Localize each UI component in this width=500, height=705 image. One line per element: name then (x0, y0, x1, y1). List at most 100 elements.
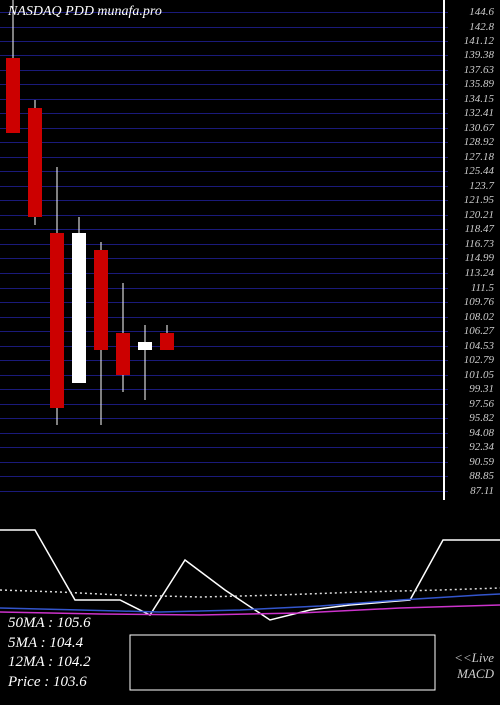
gridline (0, 27, 448, 28)
gridline (0, 84, 448, 85)
ma50-label: 50MA : (8, 615, 53, 631)
gridline (0, 273, 448, 274)
y-axis-label: 113.24 (465, 267, 494, 279)
candlestick (72, 0, 86, 500)
candle-body (28, 108, 42, 216)
gridline (0, 215, 448, 216)
ma12-label: 12MA : (8, 654, 53, 670)
y-axis-label: 125.44 (464, 165, 494, 177)
y-axis-label: 90.59 (469, 456, 494, 468)
macd-annotation: MACD (457, 666, 494, 682)
y-axis-label: 127.18 (464, 151, 494, 163)
gridline (0, 113, 448, 114)
gridline (0, 346, 448, 347)
gridline (0, 491, 448, 492)
y-axis-label: 116.73 (465, 238, 494, 250)
y-axis-label: 137.63 (464, 64, 494, 76)
price-row: Price : 103.6 (8, 673, 91, 693)
y-axis-label: 144.6 (469, 6, 494, 18)
gridline (0, 244, 448, 245)
gridline (0, 360, 448, 361)
indicator-box (130, 635, 435, 690)
gridline (0, 375, 448, 376)
gridline (0, 200, 448, 201)
gridline (0, 447, 448, 448)
candle-body (50, 233, 64, 408)
y-axis-label: 109.76 (464, 296, 494, 308)
candlestick (160, 0, 174, 500)
y-axis-label: 120.21 (464, 209, 494, 221)
ma5-row: 5MA : 104.4 (8, 634, 91, 654)
gridline (0, 229, 448, 230)
gridline (0, 99, 448, 100)
candlestick (138, 0, 152, 500)
price-label: Price : (8, 674, 49, 690)
ma12-row: 12MA : 104.2 (8, 653, 91, 673)
y-axis-label: 104.53 (464, 340, 494, 352)
gridline (0, 462, 448, 463)
y-axis-label: 106.27 (464, 325, 494, 337)
y-axis-label: 111.5 (471, 282, 494, 294)
cursor-line (443, 0, 445, 500)
stats-block: 50MA : 105.6 5MA : 104.4 12MA : 104.2 Pr… (8, 614, 91, 692)
indicator-line-dotted (0, 588, 500, 597)
price-value: 103.6 (53, 674, 87, 690)
y-axis-label: 114.99 (465, 252, 494, 264)
y-axis-label: 88.85 (469, 470, 494, 482)
y-axis-label: 121.95 (464, 194, 494, 206)
ma5-value: 104.4 (49, 635, 83, 651)
y-axis-label: 128.92 (464, 136, 494, 148)
y-axis-label: 123.7 (469, 180, 494, 192)
y-axis-label: 102.79 (464, 354, 494, 366)
gridline (0, 171, 448, 172)
ma12-value: 104.2 (57, 654, 91, 670)
live-annotation: <<Live (454, 650, 494, 666)
chart-title: NASDAQ PDD munafa.pro (8, 4, 162, 20)
candle-body (72, 233, 86, 383)
stock-chart: NASDAQ PDD munafa.pro 144.6 142.8 141.12 13… (0, 0, 500, 700)
gridline (0, 389, 448, 390)
y-axis-label: 95.82 (469, 412, 494, 424)
gridline (0, 128, 448, 129)
gridline (0, 418, 448, 419)
y-axis-label: 135.89 (464, 78, 494, 90)
candle-body (94, 250, 108, 350)
y-axis-label: 101.05 (464, 369, 494, 381)
gridline (0, 157, 448, 158)
gridline (0, 433, 448, 434)
candlestick (50, 0, 64, 500)
y-axis-label: 134.15 (464, 93, 494, 105)
y-axis-label: 92.34 (469, 441, 494, 453)
gridline (0, 41, 448, 42)
candle-body (116, 333, 130, 375)
candlestick (28, 0, 42, 500)
ma5-label: 5MA : (8, 635, 46, 651)
candlestick (6, 0, 20, 500)
candlestick (94, 0, 108, 500)
y-axis-label: 141.12 (464, 35, 494, 47)
y-axis-label: 87.11 (470, 485, 494, 497)
y-axis-label: 142.8 (469, 21, 494, 33)
ma50-row: 50MA : 105.6 (8, 614, 91, 634)
y-axis-label: 139.38 (464, 49, 494, 61)
indicator-line-blue (0, 594, 500, 612)
gridline (0, 70, 448, 71)
y-axis-label: 108.02 (464, 311, 494, 323)
gridline (0, 317, 448, 318)
gridline (0, 142, 448, 143)
gridline (0, 258, 448, 259)
candle-body (6, 58, 20, 133)
y-axis-label: 99.31 (469, 383, 494, 395)
y-axis-label: 97.56 (469, 398, 494, 410)
y-axis-label: 132.41 (464, 107, 494, 119)
y-axis-label: 94.08 (469, 427, 494, 439)
gridline (0, 476, 448, 477)
gridline (0, 404, 448, 405)
candle-body (138, 342, 152, 350)
gridline (0, 331, 448, 332)
gridline (0, 55, 448, 56)
ma50-value: 105.6 (57, 615, 91, 631)
gridline (0, 186, 448, 187)
y-axis-label: 130.67 (464, 122, 494, 134)
candle-wick (145, 325, 146, 400)
